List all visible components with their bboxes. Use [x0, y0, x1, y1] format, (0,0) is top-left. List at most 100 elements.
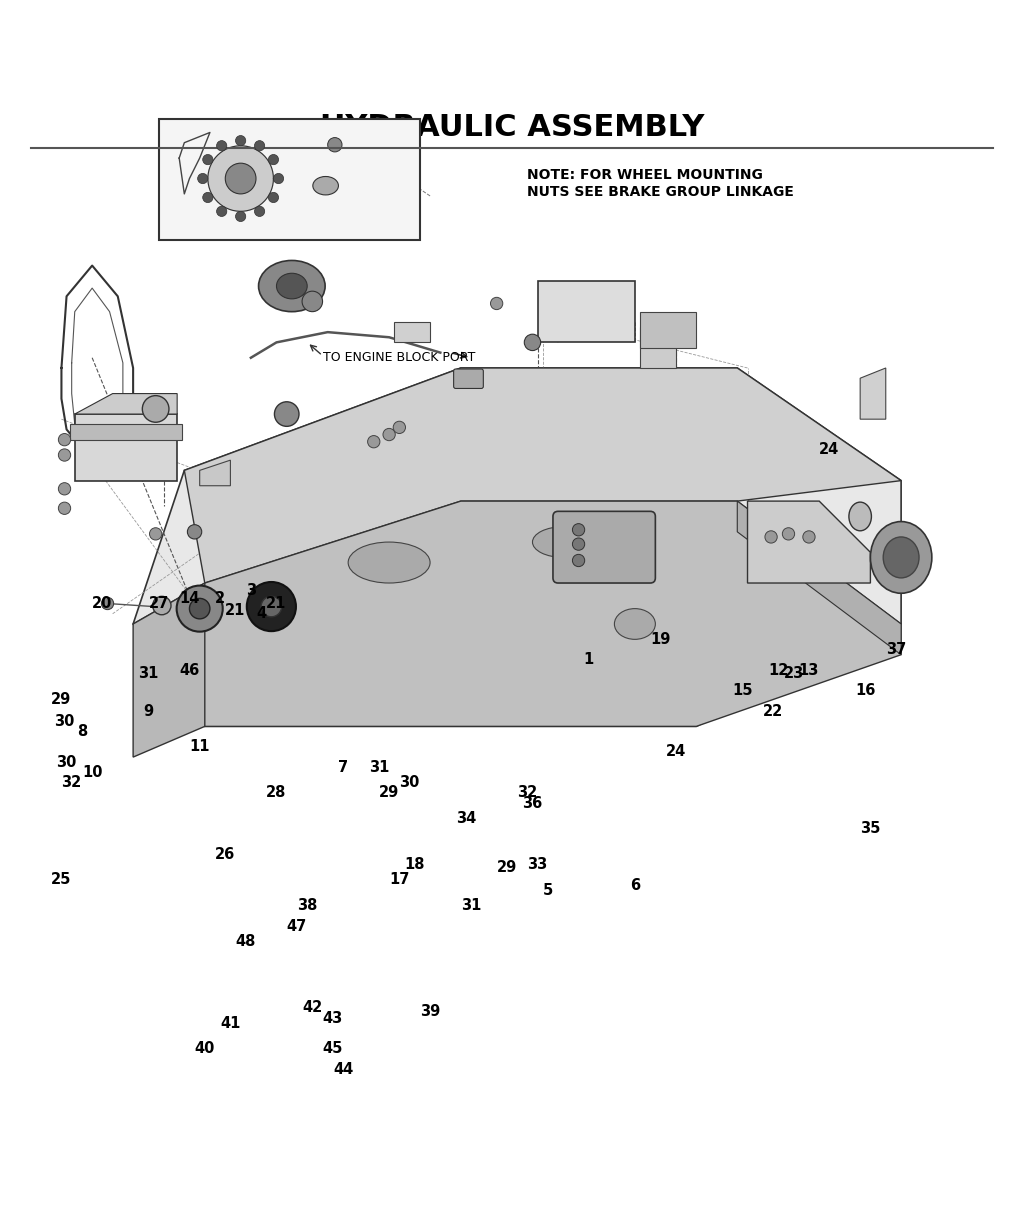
- Circle shape: [203, 192, 213, 203]
- Ellipse shape: [247, 582, 296, 631]
- Polygon shape: [133, 501, 901, 727]
- Bar: [70, 425, 182, 439]
- Polygon shape: [737, 501, 901, 654]
- Text: 40: 40: [195, 1042, 215, 1056]
- Text: 5: 5: [543, 882, 553, 898]
- Text: 22: 22: [763, 704, 783, 718]
- Text: 30: 30: [399, 775, 420, 791]
- Text: 29: 29: [51, 693, 72, 707]
- Polygon shape: [748, 501, 870, 583]
- Circle shape: [765, 531, 777, 543]
- Text: 33: 33: [527, 857, 548, 873]
- Text: 12: 12: [768, 663, 788, 677]
- Text: 41: 41: [220, 1016, 241, 1031]
- Text: 11: 11: [189, 740, 210, 754]
- Ellipse shape: [614, 608, 655, 640]
- Ellipse shape: [348, 542, 430, 583]
- Text: 36: 36: [522, 795, 543, 811]
- Ellipse shape: [276, 273, 307, 299]
- Text: 25: 25: [51, 873, 72, 887]
- Circle shape: [268, 192, 279, 203]
- Ellipse shape: [883, 537, 920, 578]
- Bar: [538, 281, 635, 343]
- Polygon shape: [200, 460, 230, 485]
- Text: 31: 31: [461, 898, 481, 912]
- Text: 46: 46: [179, 663, 200, 677]
- Text: 30: 30: [56, 754, 77, 770]
- Text: 20: 20: [92, 596, 113, 611]
- Bar: [159, 119, 420, 240]
- Circle shape: [142, 396, 169, 422]
- Text: 17: 17: [389, 873, 410, 887]
- Ellipse shape: [870, 521, 932, 594]
- Text: 29: 29: [379, 786, 399, 800]
- Circle shape: [803, 531, 815, 543]
- Circle shape: [368, 436, 380, 448]
- Text: 32: 32: [61, 775, 82, 791]
- Text: 4: 4: [256, 606, 266, 622]
- Circle shape: [393, 421, 406, 433]
- Polygon shape: [860, 368, 886, 419]
- Text: 31: 31: [138, 665, 159, 681]
- Circle shape: [236, 211, 246, 222]
- Text: 10: 10: [82, 765, 102, 780]
- Text: 8: 8: [77, 724, 87, 739]
- Circle shape: [524, 334, 541, 350]
- Ellipse shape: [189, 599, 210, 619]
- Ellipse shape: [532, 526, 594, 558]
- Text: 48: 48: [236, 934, 256, 949]
- Polygon shape: [75, 393, 177, 414]
- Text: 32: 32: [517, 786, 538, 800]
- Circle shape: [383, 428, 395, 441]
- Ellipse shape: [176, 585, 223, 631]
- FancyBboxPatch shape: [553, 512, 655, 583]
- Circle shape: [58, 502, 71, 514]
- Ellipse shape: [258, 261, 326, 311]
- Circle shape: [273, 174, 284, 183]
- Circle shape: [236, 135, 246, 146]
- Circle shape: [101, 597, 114, 610]
- Text: 18: 18: [404, 857, 425, 873]
- Text: 35: 35: [860, 821, 881, 836]
- Text: 21: 21: [225, 604, 246, 618]
- Circle shape: [254, 206, 264, 216]
- Text: 44: 44: [333, 1062, 353, 1077]
- Circle shape: [328, 138, 342, 152]
- Text: TO ENGINE BLOCK PORT: TO ENGINE BLOCK PORT: [323, 351, 475, 365]
- Text: 14: 14: [179, 591, 200, 606]
- Circle shape: [782, 527, 795, 540]
- Circle shape: [572, 554, 585, 566]
- Text: 7: 7: [338, 760, 348, 775]
- Polygon shape: [133, 583, 205, 757]
- Text: 21: 21: [266, 596, 287, 611]
- Text: 34: 34: [456, 811, 476, 826]
- Text: 9: 9: [143, 704, 154, 718]
- Text: 23: 23: [783, 665, 804, 681]
- Text: 13: 13: [799, 663, 819, 677]
- Circle shape: [216, 206, 226, 216]
- Text: 19: 19: [650, 631, 671, 647]
- Text: 43: 43: [323, 1010, 343, 1026]
- Text: 1: 1: [584, 652, 594, 667]
- Circle shape: [572, 538, 585, 550]
- Text: 28: 28: [266, 786, 287, 800]
- Circle shape: [225, 163, 256, 194]
- Polygon shape: [184, 368, 901, 583]
- Circle shape: [150, 527, 162, 540]
- Text: HYDRAULIC ASSEMBLY: HYDRAULIC ASSEMBLY: [319, 112, 705, 142]
- Text: 3: 3: [246, 583, 256, 597]
- Circle shape: [187, 525, 202, 540]
- Circle shape: [203, 154, 213, 164]
- Circle shape: [198, 174, 208, 183]
- Text: 39: 39: [420, 1003, 440, 1019]
- Text: 30: 30: [54, 713, 75, 729]
- Polygon shape: [133, 368, 901, 727]
- Text: 29: 29: [497, 861, 517, 875]
- Text: 27: 27: [148, 596, 169, 611]
- Circle shape: [274, 402, 299, 426]
- Ellipse shape: [261, 596, 282, 617]
- Polygon shape: [394, 322, 430, 343]
- Text: 24: 24: [666, 745, 686, 759]
- Circle shape: [268, 154, 279, 164]
- Circle shape: [490, 297, 503, 310]
